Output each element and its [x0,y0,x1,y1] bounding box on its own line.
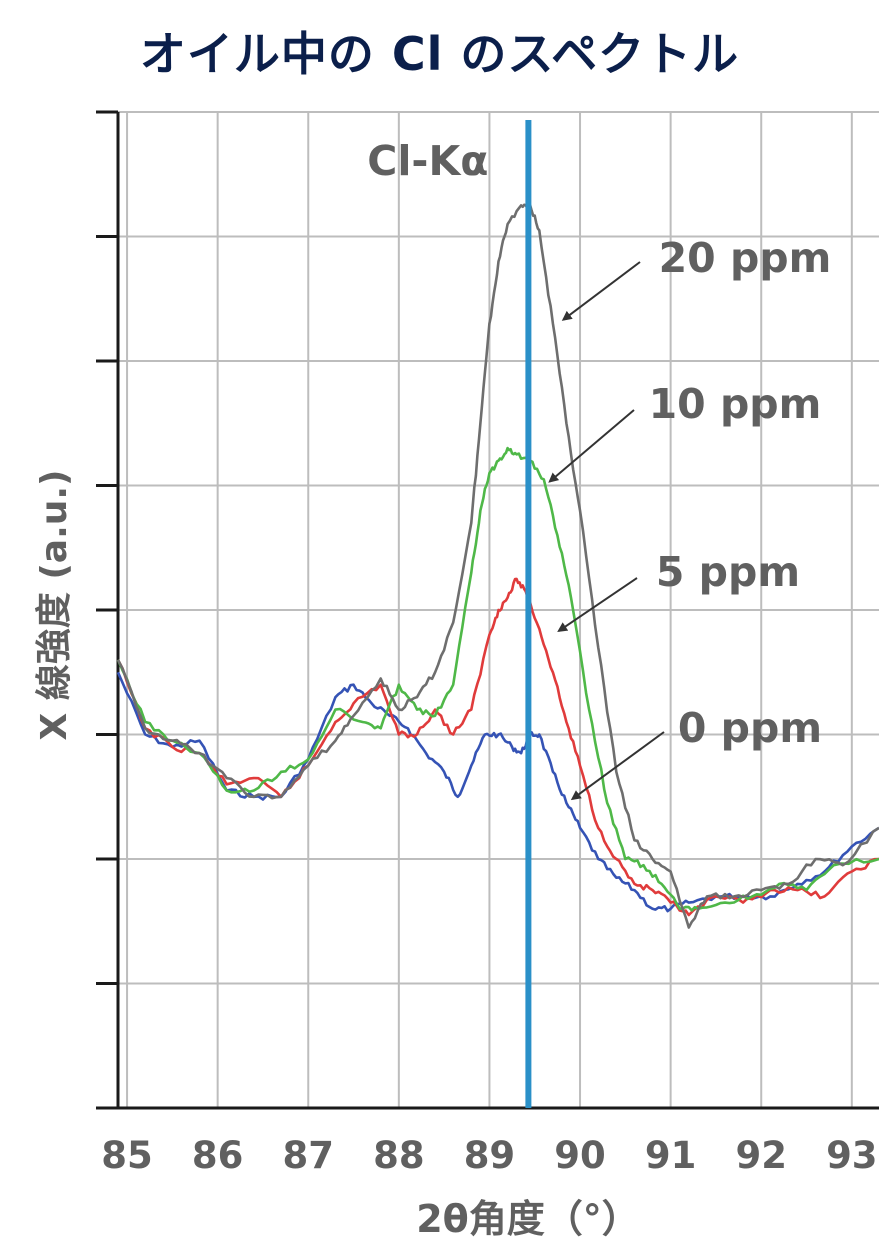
series-line-10-ppm [116,446,879,912]
annotation-label: 20 ppm [659,234,832,282]
x-tick-label: 93 [826,1134,878,1177]
peak-label: Cl-Kα [367,137,488,185]
axes [96,110,879,1110]
annotation-arrow [561,261,641,321]
annotation-arrow [570,731,665,801]
annotation-arrow [548,409,635,483]
x-tick-labels: 85 86 87 88 89 90 91 92 93 [101,1134,877,1177]
grid-lines [118,111,879,1109]
y-axis-label: X 線強度 (a.u.) [34,469,75,740]
annotation-label: 0 ppm [678,704,822,752]
x-tick-label: 87 [283,1134,335,1177]
x-tick-label: 92 [735,1134,787,1177]
x-tick-label: 85 [101,1134,153,1177]
annotations: 20 ppm 10 ppm 5 ppm 0 ppm [548,234,832,801]
x-tick-label: 91 [645,1134,697,1177]
series-lines [116,203,879,929]
peak-line-group: Cl-Kα [367,120,532,1108]
x-tick-label: 90 [554,1134,606,1177]
x-tick-label: 86 [192,1134,244,1177]
annotation-label: 5 ppm [656,548,800,596]
annotation-arrow [557,577,638,633]
x-axis-label: 2θ角度（°） [416,1197,640,1241]
x-tick-label: 88 [373,1134,425,1177]
x-tick-label: 89 [464,1134,516,1177]
annotation-label: 10 ppm [649,380,822,428]
chart-title: オイル中の Cl のスペクトル [139,27,740,81]
series-line-20-ppm [116,203,879,929]
